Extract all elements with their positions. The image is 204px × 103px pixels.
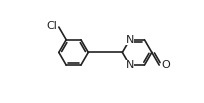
Text: N: N bbox=[125, 60, 134, 70]
Text: N: N bbox=[125, 35, 134, 45]
Text: O: O bbox=[162, 60, 170, 70]
Text: Cl: Cl bbox=[46, 21, 57, 31]
